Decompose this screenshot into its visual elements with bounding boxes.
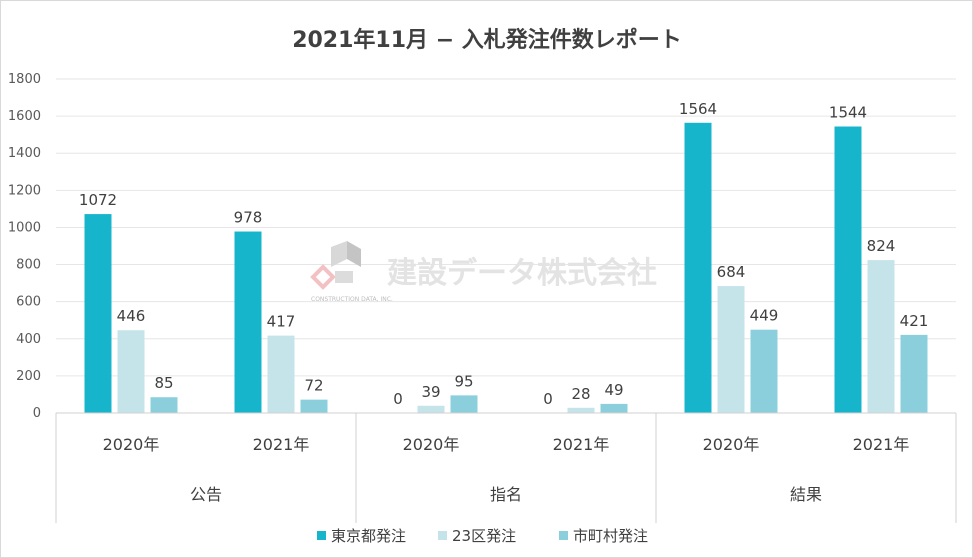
y-tick-label: 800 <box>16 258 41 273</box>
bar <box>834 126 862 413</box>
bar-value-label: 417 <box>267 313 296 331</box>
bar-value-label: 95 <box>454 372 473 390</box>
bar <box>267 335 295 413</box>
legend-swatch <box>317 531 326 540</box>
bar-value-label: 85 <box>154 374 173 392</box>
bar <box>150 397 178 413</box>
bar <box>417 405 445 413</box>
bar <box>684 122 712 414</box>
legend-label: 市町村発注 <box>573 527 648 545</box>
y-tick-label: 1200 <box>8 183 41 198</box>
bar-value-label: 49 <box>604 381 623 399</box>
bar-value-label: 421 <box>900 312 929 330</box>
bar-value-label: 1564 <box>679 100 717 118</box>
y-tick-label: 1400 <box>8 146 41 161</box>
bar-value-label: 684 <box>717 263 746 281</box>
bar-value-label: 1072 <box>79 191 117 209</box>
y-tick-label: 0 <box>33 406 41 421</box>
data-labels: 1072 978 0 0 1564 1544 446 417 39 28 684 824 85 72 95 4… <box>79 100 928 408</box>
x-group-label: 指名 <box>490 485 522 504</box>
y-tick-label: 1600 <box>8 109 41 124</box>
bar <box>600 403 628 413</box>
x-group-label: 結果 <box>790 485 822 504</box>
bar-value-label: 0 <box>543 390 553 408</box>
y-tick-label: 200 <box>16 369 41 384</box>
bar-value-label: 0 <box>393 390 403 408</box>
y-tick-label: 400 <box>16 332 41 347</box>
y-tick-label: 1000 <box>8 220 41 235</box>
legend: 東京都発注 23区発注 市町村発注 <box>317 527 648 545</box>
bar <box>867 260 895 413</box>
bar <box>567 407 595 413</box>
bar <box>450 395 478 413</box>
watermark-logo-caption: CONSTRUCTION DATA, INC. <box>311 296 393 303</box>
chart-title: 2021年11月 − 入札発注件数レポート <box>292 27 682 53</box>
bar-value-label: 39 <box>421 383 440 401</box>
company-logo-icon <box>310 241 361 290</box>
bar <box>717 286 745 413</box>
watermark: CONSTRUCTION DATA, INC. 建設データ株式会社 <box>310 241 657 303</box>
bar-value-label: 449 <box>750 307 779 325</box>
x-subcategory-label: 2020年 <box>103 435 160 454</box>
bar-value-label: 28 <box>571 385 590 403</box>
bar <box>234 231 262 413</box>
legend-swatch <box>559 531 568 540</box>
bars <box>84 122 928 414</box>
x-subcategory-label: 2021年 <box>253 435 310 454</box>
bar <box>750 329 778 413</box>
bar-value-label: 72 <box>304 377 323 395</box>
legend-label: 23区発注 <box>452 527 516 545</box>
x-group-label: 公告 <box>190 485 222 504</box>
bar <box>900 334 928 413</box>
bar-value-label: 824 <box>867 237 896 255</box>
bar <box>117 330 145 413</box>
bar <box>84 214 112 413</box>
x-subcategory-label: 2020年 <box>403 435 460 454</box>
y-axis-ticks: 0 200 400 600 800 1000 1200 1400 1600 1800 <box>8 72 41 421</box>
y-tick-label: 600 <box>16 295 41 310</box>
bar-value-label: 978 <box>234 209 263 227</box>
watermark-text: 建設データ株式会社 <box>387 256 657 291</box>
x-subcategory-label: 2021年 <box>553 435 610 454</box>
x-subcategory-label: 2021年 <box>853 435 910 454</box>
legend-swatch <box>438 531 447 540</box>
x-subcategory-label: 2020年 <box>703 435 760 454</box>
y-tick-label: 1800 <box>8 72 41 87</box>
gridlines <box>56 78 956 377</box>
bar-value-label: 446 <box>117 307 146 325</box>
bar-value-label: 1544 <box>829 104 867 122</box>
legend-label: 東京都発注 <box>331 527 406 545</box>
bar <box>300 399 328 413</box>
